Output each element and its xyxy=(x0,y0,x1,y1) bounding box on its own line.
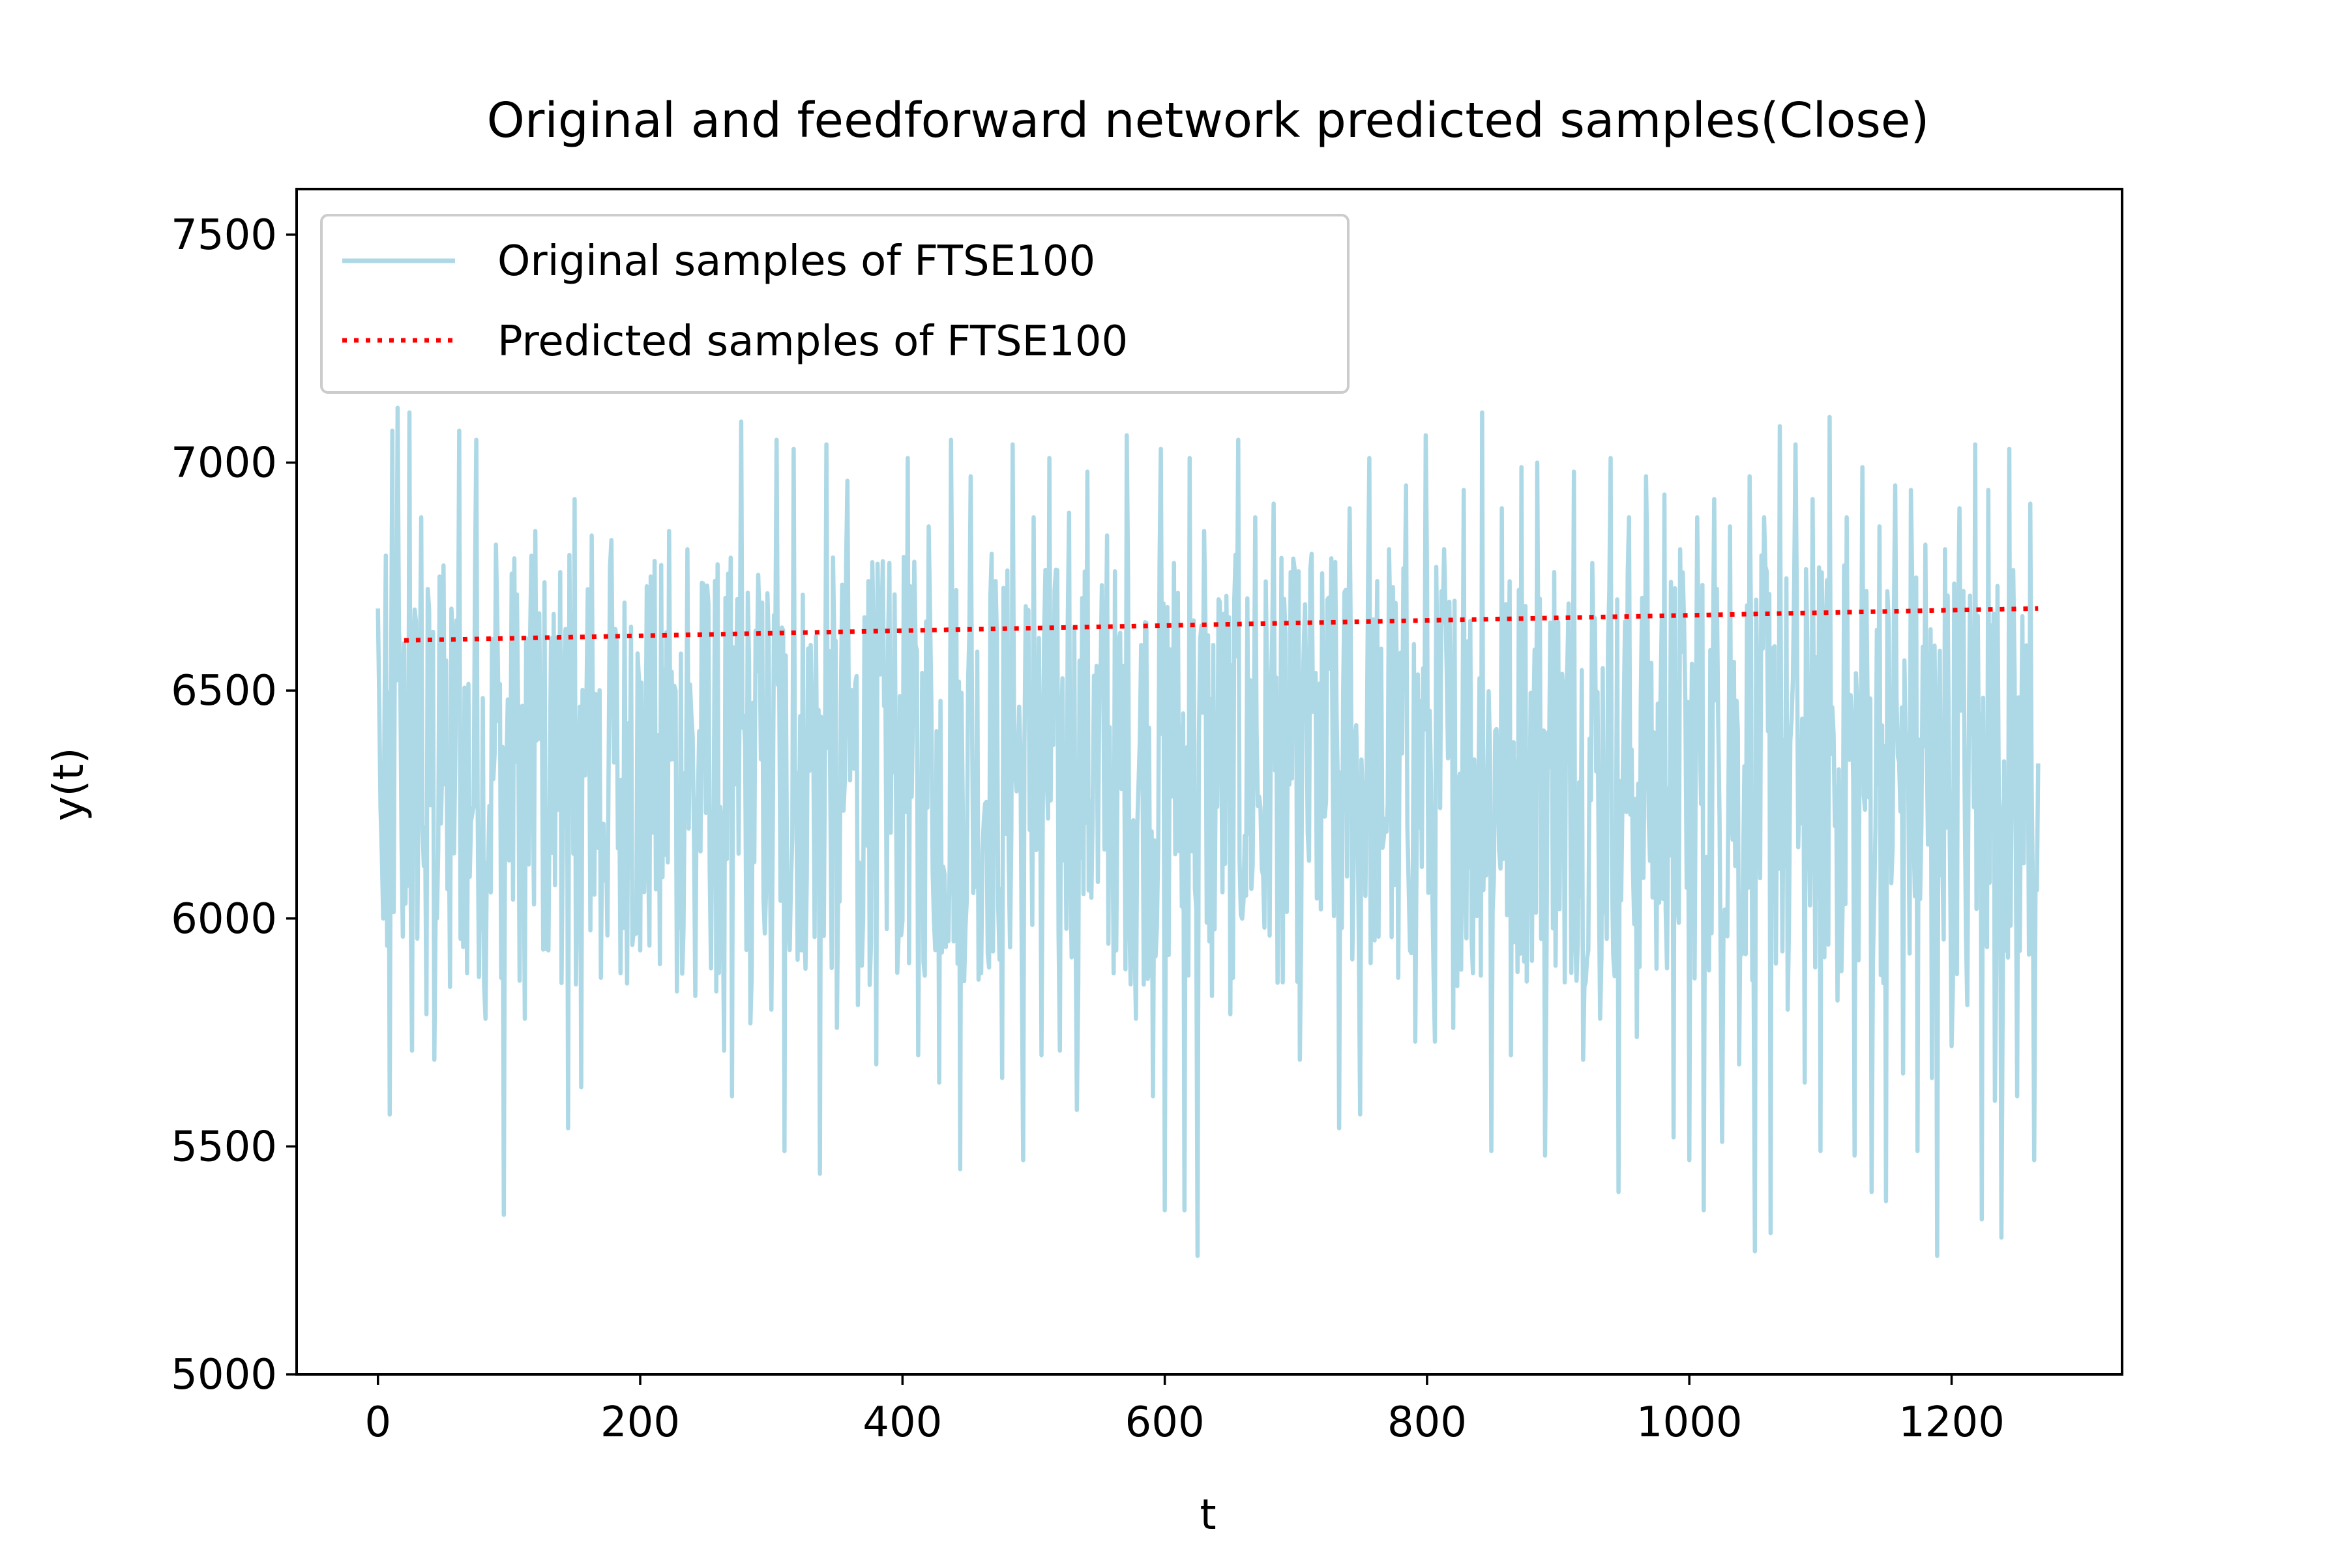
x-tick-label: 1200 xyxy=(1898,1398,2005,1447)
series-predicted-line xyxy=(404,606,2039,643)
y-tick-label: 7000 xyxy=(171,439,277,488)
legend: Original samples of FTSE100 Predicted sam… xyxy=(320,214,1350,394)
y-tick-label: 5500 xyxy=(171,1123,277,1171)
legend-box xyxy=(320,214,1350,394)
x-tick-label: 0 xyxy=(364,1398,391,1447)
plot-area: 0 200 400 600 800 1000 1200 5000 5500 6000 6500 700… xyxy=(171,188,2123,1447)
y-tick-label: 6000 xyxy=(171,895,277,943)
legend-predicted-label: Predicted samples of FTSE100 xyxy=(497,318,1128,366)
y-tick-label: 7500 xyxy=(171,211,277,259)
series-original-line xyxy=(376,406,2041,1258)
x-tick-label: 200 xyxy=(600,1398,680,1447)
x-tick-label: 400 xyxy=(863,1398,942,1447)
y-axis-label: y(t) xyxy=(45,748,93,821)
legend-original-label: Original samples of FTSE100 xyxy=(497,237,1095,286)
y-tick-label: 5000 xyxy=(171,1351,277,1399)
chart-title: Original and feedforward network predict… xyxy=(487,93,1930,149)
x-tick-label: 1000 xyxy=(1636,1398,1743,1447)
x-tick-label: 800 xyxy=(1387,1398,1467,1447)
axes-frame xyxy=(295,188,2123,1376)
x-axis-label: t xyxy=(1200,1491,1216,1539)
x-tick-label: 600 xyxy=(1125,1398,1205,1447)
y-tick-label: 6500 xyxy=(171,667,277,715)
